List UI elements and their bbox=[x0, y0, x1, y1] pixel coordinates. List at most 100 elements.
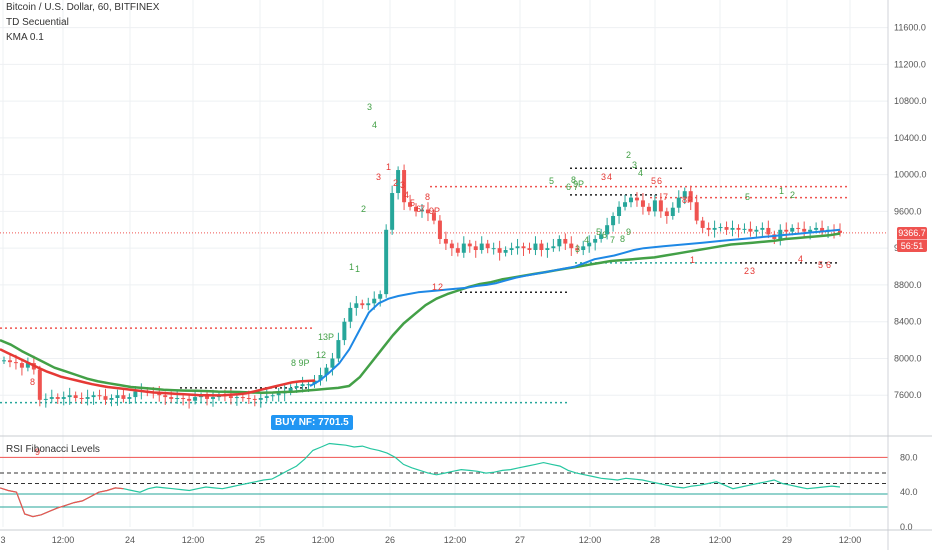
candle-body bbox=[294, 386, 299, 388]
candle-body bbox=[85, 397, 90, 399]
candle-body bbox=[133, 391, 138, 398]
x-tick-label: 28 bbox=[650, 535, 660, 545]
candle-body bbox=[634, 197, 639, 201]
td-setup-count-red: 4 bbox=[798, 254, 803, 264]
y-tick-label: 9600.0 bbox=[894, 206, 922, 216]
candle-body bbox=[431, 213, 436, 221]
candle-body bbox=[258, 397, 263, 400]
candle-body bbox=[234, 397, 239, 399]
candle-body bbox=[611, 216, 616, 226]
candle-body bbox=[658, 200, 663, 212]
td-setup-count-red: 9P bbox=[429, 206, 440, 216]
td-setup-count-green: 12 bbox=[316, 350, 326, 360]
candle-body bbox=[354, 303, 359, 308]
candle-body bbox=[742, 228, 747, 230]
td-setup-count-red: 6 bbox=[826, 260, 831, 270]
candle-body bbox=[425, 209, 430, 214]
rsi-panel-title[interactable]: RSI Fibonacci Levels bbox=[6, 444, 100, 455]
candle-body bbox=[330, 358, 335, 368]
td-setup-count-red: 8 bbox=[425, 192, 430, 202]
candle-body bbox=[103, 396, 108, 400]
y-tick-label: 7600.0 bbox=[894, 390, 922, 400]
candle-body bbox=[539, 243, 544, 251]
td-setup-count-green: 13P bbox=[318, 332, 334, 342]
y-tick-label: 10800.0 bbox=[894, 96, 927, 106]
candle-body bbox=[605, 225, 610, 235]
candle-body bbox=[115, 395, 120, 398]
candle-body bbox=[748, 228, 753, 232]
indicator-kma[interactable]: KMA 0.1 bbox=[6, 32, 44, 43]
x-tick-label: 3 bbox=[0, 535, 5, 545]
candle-body bbox=[276, 393, 281, 396]
candle-body bbox=[509, 248, 514, 251]
candle-body bbox=[670, 207, 675, 216]
td-setup-count-red: 6 bbox=[657, 176, 662, 186]
candle-body bbox=[467, 243, 472, 247]
td-setup-count-green: 4 bbox=[584, 235, 589, 245]
x-tick-label: 24 bbox=[125, 535, 135, 545]
td-setup-count-red: 1 bbox=[690, 255, 695, 265]
candle-body bbox=[205, 396, 210, 399]
candle-body bbox=[175, 397, 180, 399]
rsi-tick-label: 40.0 bbox=[900, 487, 918, 497]
td-setup-count-green: 9P bbox=[573, 179, 584, 189]
candle-body bbox=[652, 200, 657, 212]
candle-body bbox=[420, 209, 424, 212]
td-setup-count-red: 4 bbox=[404, 190, 409, 200]
candle-body bbox=[473, 246, 478, 251]
candle-body bbox=[730, 227, 735, 230]
candle-body bbox=[838, 230, 842, 233]
candle-body bbox=[533, 243, 538, 251]
td-setup-count-green: 5 bbox=[745, 192, 750, 202]
candle-body bbox=[557, 238, 562, 247]
candle-body bbox=[491, 248, 496, 250]
candle-body bbox=[790, 227, 795, 232]
x-tick-label: 12:00 bbox=[579, 535, 602, 545]
candle-body bbox=[724, 227, 729, 230]
td-setup-count-red: 1 bbox=[386, 162, 391, 172]
candle-body bbox=[252, 398, 257, 400]
candle-body bbox=[97, 395, 102, 397]
indicator-td-sequential[interactable]: TD Secuential bbox=[6, 17, 69, 28]
td-setup-count-red: 8 bbox=[30, 377, 35, 387]
candle-body bbox=[372, 298, 377, 304]
candle-body bbox=[754, 229, 759, 232]
td-setup-count-green: 1 bbox=[779, 186, 784, 196]
candle-body bbox=[390, 193, 395, 230]
td-setup-count-red: 5 bbox=[410, 198, 415, 208]
candle-body bbox=[13, 362, 18, 364]
candle-body bbox=[736, 227, 741, 230]
candle-body bbox=[587, 242, 592, 247]
candle-body bbox=[49, 397, 54, 399]
td-setup-count-red: 2 bbox=[744, 266, 749, 276]
candle-body bbox=[264, 396, 269, 398]
td-setup-count-green: 8 bbox=[620, 234, 625, 244]
candle-body bbox=[228, 396, 233, 398]
td-setup-count-red: 1 bbox=[432, 282, 437, 292]
candle-body bbox=[366, 303, 371, 306]
candle-body bbox=[694, 202, 699, 221]
x-tick-label: 26 bbox=[385, 535, 395, 545]
td-setup-count-green: 3 bbox=[575, 244, 580, 254]
candle-body bbox=[569, 243, 574, 249]
candle-body bbox=[270, 395, 275, 397]
candle-body bbox=[181, 397, 186, 399]
td-setup-count-green: 8 9P bbox=[291, 358, 310, 368]
candle-body bbox=[169, 397, 174, 399]
candle-body bbox=[384, 229, 389, 295]
candle-body bbox=[67, 395, 72, 398]
candle-body bbox=[712, 227, 717, 230]
candle-body bbox=[318, 375, 323, 381]
td-setup-count-red: 8P bbox=[682, 195, 693, 205]
td-setup-count-red: 3 bbox=[376, 172, 381, 182]
candle-body bbox=[814, 227, 819, 230]
bar-countdown: 56:51 bbox=[897, 239, 927, 252]
candle-body bbox=[497, 248, 502, 253]
td-setup-count-green: 1 bbox=[355, 264, 360, 274]
candle-body bbox=[163, 395, 168, 398]
candle-body bbox=[808, 229, 813, 232]
candle-body bbox=[7, 360, 12, 363]
candle-body bbox=[623, 202, 628, 207]
candle-body bbox=[449, 243, 454, 249]
